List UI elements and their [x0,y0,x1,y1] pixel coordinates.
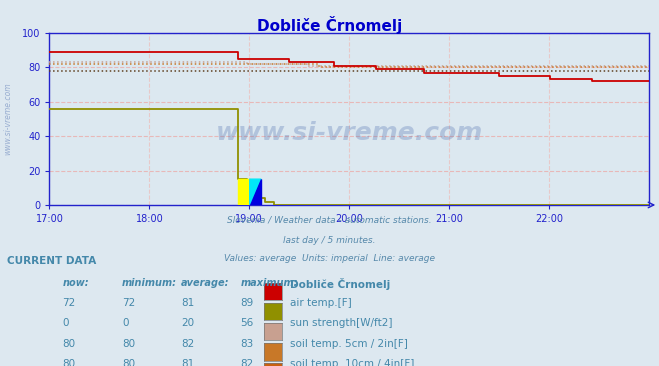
Text: average:: average: [181,278,230,288]
Text: 0: 0 [122,318,129,328]
Text: 80: 80 [63,359,76,366]
Text: last day / 5 minutes.: last day / 5 minutes. [283,236,376,245]
Polygon shape [250,179,261,205]
Text: 83: 83 [241,339,254,348]
Text: 82: 82 [181,339,194,348]
Text: 80: 80 [122,339,135,348]
Text: Slovenia / Weather data - automatic stations.: Slovenia / Weather data - automatic stat… [227,216,432,225]
Text: 20: 20 [181,318,194,328]
Polygon shape [239,179,250,205]
Text: air temp.[F]: air temp.[F] [290,298,352,308]
Text: 0: 0 [63,318,69,328]
Text: maximum:: maximum: [241,278,298,288]
Text: www.si-vreme.com: www.si-vreme.com [3,83,13,155]
Text: Dobliče Črnomelj: Dobliče Črnomelj [290,278,390,290]
Text: CURRENT DATA: CURRENT DATA [7,256,96,266]
Text: 72: 72 [63,298,76,308]
Text: 81: 81 [181,298,194,308]
Text: 80: 80 [63,339,76,348]
Text: sun strength[W/ft2]: sun strength[W/ft2] [290,318,393,328]
Polygon shape [250,179,261,205]
Text: soil temp. 10cm / 4in[F]: soil temp. 10cm / 4in[F] [290,359,415,366]
Text: minimum:: minimum: [122,278,177,288]
Text: 56: 56 [241,318,254,328]
Text: 89: 89 [241,298,254,308]
Text: Dobliče Črnomelj: Dobliče Črnomelj [257,16,402,34]
Text: 72: 72 [122,298,135,308]
Text: 81: 81 [181,359,194,366]
Text: www.si-vreme.com: www.si-vreme.com [215,121,483,145]
Text: 82: 82 [241,359,254,366]
Text: Values: average  Units: imperial  Line: average: Values: average Units: imperial Line: av… [224,254,435,264]
Text: soil temp. 5cm / 2in[F]: soil temp. 5cm / 2in[F] [290,339,408,348]
Text: now:: now: [63,278,89,288]
Text: 80: 80 [122,359,135,366]
